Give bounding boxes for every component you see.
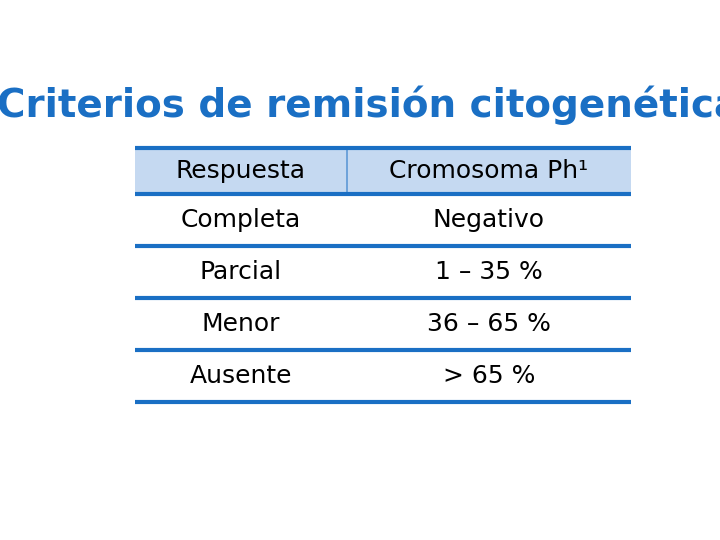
Text: Parcial: Parcial	[199, 260, 282, 284]
Text: Negativo: Negativo	[433, 208, 545, 232]
Text: 36 – 65 %: 36 – 65 %	[427, 312, 551, 336]
Text: 1 – 35 %: 1 – 35 %	[435, 260, 543, 284]
Text: Completa: Completa	[181, 208, 301, 232]
Text: Respuesta: Respuesta	[176, 159, 306, 183]
Text: Ausente: Ausente	[189, 363, 292, 388]
FancyBboxPatch shape	[135, 148, 631, 194]
Text: Menor: Menor	[202, 312, 280, 336]
Text: Criterios de remisión citogenética: Criterios de remisión citogenética	[0, 85, 720, 125]
Text: Cromosoma Ph¹: Cromosoma Ph¹	[390, 159, 588, 183]
Text: > 65 %: > 65 %	[443, 363, 535, 388]
